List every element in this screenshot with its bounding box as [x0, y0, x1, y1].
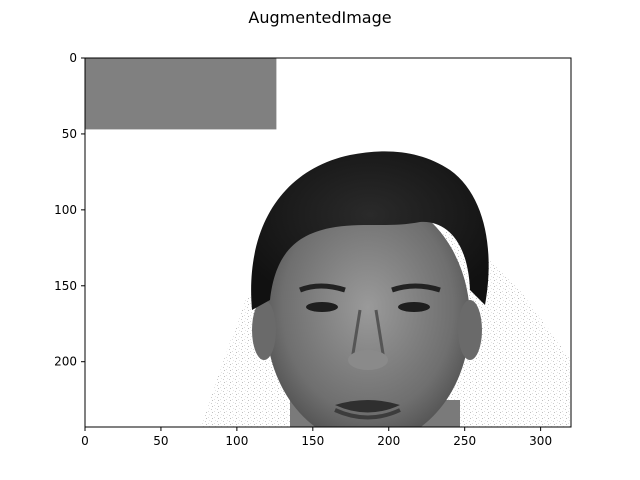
x-tick-label: 200	[377, 434, 400, 448]
x-tick-label: 100	[225, 434, 248, 448]
y-tick-label: 150	[54, 279, 77, 293]
x-tick-label: 300	[529, 434, 552, 448]
y-tick-label: 50	[62, 127, 77, 141]
x-tick-label: 0	[81, 434, 89, 448]
axes-frame	[84, 57, 572, 428]
x-tick-label: 150	[301, 434, 324, 448]
y-axis: 0 50 100 150 200	[54, 51, 85, 369]
face-photo	[251, 151, 489, 427]
y-tick-label: 100	[54, 203, 77, 217]
x-tick-label: 250	[453, 434, 476, 448]
x-axis: 0 50 100 150 200 250 300	[81, 427, 552, 448]
x-tick-label: 50	[153, 434, 168, 448]
image-area	[85, 58, 571, 427]
y-tick-label: 0	[69, 51, 77, 65]
y-tick-label: 200	[54, 355, 77, 369]
occlusion-box	[85, 58, 277, 130]
figure-title: AugmentedImage	[248, 8, 392, 27]
